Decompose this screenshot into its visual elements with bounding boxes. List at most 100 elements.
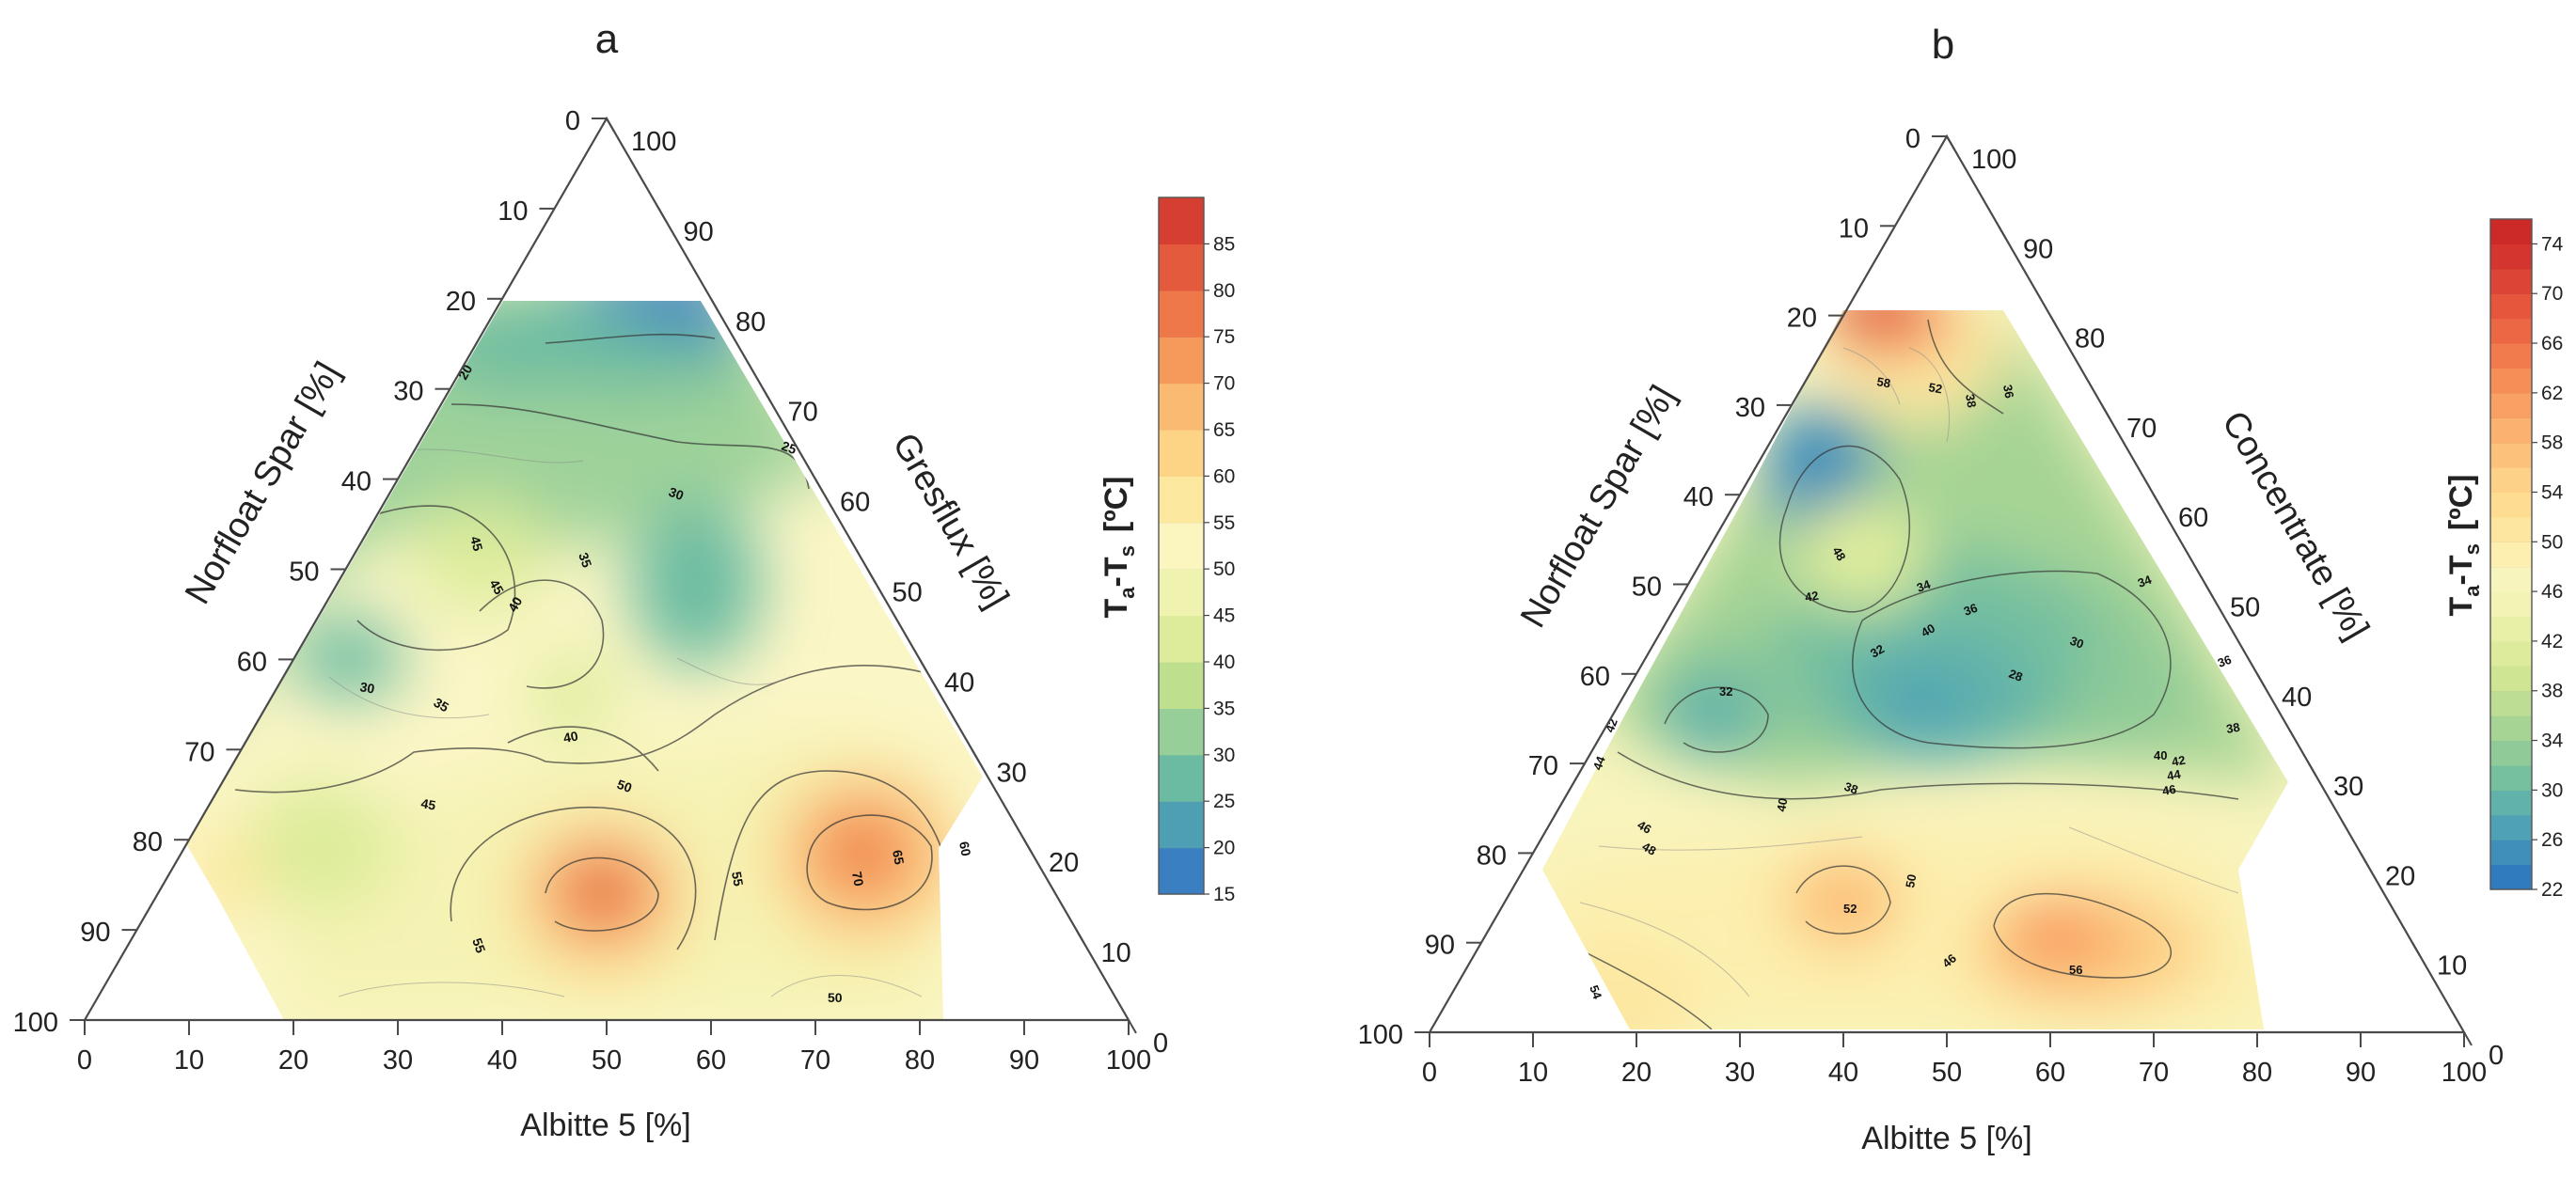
bottom-tick-label: 40	[1828, 1058, 1858, 1088]
bottom-tick-label: 90	[2346, 1058, 2376, 1088]
colorbar-segment	[1159, 430, 1204, 477]
panel-b-colorbar-title: Ta-Ts [ºC]	[2443, 475, 2484, 617]
left-tick-label: 60	[237, 647, 267, 677]
colorbar-tick-label: 75	[1213, 326, 1235, 348]
panel-a-colorbar-title: Ta-Ts [ºC]	[1098, 477, 1139, 619]
colorbar-tick-label: 26	[2541, 829, 2563, 851]
right-tick	[1946, 135, 1955, 150]
colorbar-segment	[2490, 442, 2532, 468]
right-tick	[710, 298, 719, 313]
colorbar-tick-label: 66	[2541, 333, 2563, 354]
contour-label: 28	[2007, 667, 2025, 684]
right-tick-label: 70	[788, 398, 818, 428]
left-tick-label: 10	[498, 196, 528, 227]
contour-label: 44	[1590, 754, 1608, 772]
right-tick	[2463, 1031, 2473, 1046]
right-tick-label: 70	[2126, 414, 2157, 444]
cbar-title-main: T	[1098, 599, 1134, 619]
contour-label: 32	[1719, 684, 1732, 699]
contour-label: 60	[956, 840, 973, 857]
colorbar-segment	[2490, 293, 2532, 320]
contour-label: 46	[2161, 782, 2177, 798]
colorbar-segment	[1159, 569, 1204, 617]
contour-label: 36	[1962, 601, 1980, 619]
colorbar-tick-label: 60	[1213, 465, 1235, 487]
colorbar-segment	[1159, 290, 1204, 338]
bottom-tick-label: 80	[2242, 1058, 2272, 1088]
colorbar-segment	[1159, 383, 1204, 431]
colorbar-tick-label: 62	[2541, 383, 2563, 404]
colorbar-segment	[2490, 467, 2532, 494]
right-tick-label: 80	[735, 307, 766, 338]
bottom-tick-label: 100	[2442, 1058, 2487, 1088]
left-tick-label: 30	[1735, 393, 1765, 423]
colorbar-segment	[2490, 343, 2532, 369]
colorbar-segment	[2490, 392, 2532, 418]
right-tick-label: 40	[944, 668, 974, 698]
colorbar-segment	[2490, 840, 2532, 866]
bottom-tick-label: 80	[905, 1045, 935, 1076]
panel-a-left-axis-title: Norfloat Spar [%]	[178, 355, 348, 611]
left-tick-label: 100	[13, 1008, 58, 1038]
colorbar-segment	[2490, 268, 2532, 294]
contour-label: 38	[1842, 779, 1860, 797]
contour-label: 50	[1903, 873, 1919, 889]
contour-label: 42	[2171, 753, 2187, 769]
cbar-title-unit: [ºC]	[2443, 475, 2479, 531]
colorbar-segment	[1159, 197, 1204, 244]
colorbar-tick-label: 42	[2541, 631, 2563, 652]
contour-label: 56	[2069, 963, 2082, 977]
left-tick-label: 0	[1905, 124, 1920, 154]
contour-label: 35	[576, 551, 594, 570]
right-tick-label: 60	[2178, 503, 2208, 533]
colorbar-frame	[2489, 218, 2533, 890]
bottom-tick-label: 10	[174, 1045, 204, 1076]
colorbar-segment	[1159, 243, 1204, 291]
colorbar-tick-label: 38	[2541, 681, 2563, 702]
contour-label: 58	[1875, 374, 1891, 390]
colorbar-tick-label: 50	[1213, 558, 1235, 580]
right-tick-label: 40	[2282, 683, 2312, 713]
cbar-title-sub-a: a	[1115, 587, 1139, 599]
colorbar-segment	[2490, 417, 2532, 444]
right-tick	[2049, 315, 2059, 329]
contour-label: 44	[2166, 767, 2183, 783]
contour-label: 50	[615, 777, 634, 795]
colorbar-segment	[2490, 243, 2532, 270]
contour-label: 55	[729, 871, 746, 887]
left-tick-label: 50	[289, 558, 319, 588]
bottom-tick-label: 10	[1518, 1058, 1548, 1088]
colorbar-segment	[2490, 864, 2532, 890]
colorbar-tick-label: 45	[1213, 605, 1235, 627]
colorbar-tick-label: 22	[2541, 879, 2563, 901]
panel-a-ticks: 0010010109020208030307040406050505060604…	[13, 106, 1169, 1076]
colorbar-segment	[2490, 566, 2532, 592]
right-tick	[1128, 1019, 1137, 1034]
bottom-tick-label: 40	[487, 1045, 517, 1076]
colorbar-segment	[2490, 814, 2532, 840]
right-tick	[866, 568, 877, 583]
right-tick	[2411, 942, 2421, 957]
right-tick-label: 50	[2230, 593, 2260, 623]
right-tick-label: 90	[2023, 234, 2053, 264]
right-tick	[1075, 929, 1085, 944]
colorbar-tick-label: 35	[1213, 698, 1235, 719]
cbar-title-sub-s: s	[2460, 543, 2484, 555]
colorbar-tick-label: 65	[1213, 419, 1235, 441]
colorbar-segment	[1159, 847, 1204, 895]
colorbar-segment	[1159, 522, 1204, 570]
cbar-title-unit: [ºC]	[1098, 477, 1134, 533]
panel-a: a	[13, 16, 1236, 1143]
left-tick-label: 20	[446, 287, 476, 317]
contour-label: 50	[828, 990, 843, 1005]
contour-label: 45	[419, 795, 436, 812]
contour-label: 40	[2154, 748, 2167, 762]
left-tick-label: 70	[1528, 751, 1558, 781]
contour-label: 36	[2000, 384, 2016, 400]
colorbar-segment	[2490, 219, 2532, 245]
contour-label: 20	[455, 362, 476, 383]
right-tick-label: 30	[2333, 772, 2363, 802]
bottom-tick-label: 90	[1009, 1045, 1039, 1076]
bottom-tick-label: 20	[278, 1045, 308, 1076]
